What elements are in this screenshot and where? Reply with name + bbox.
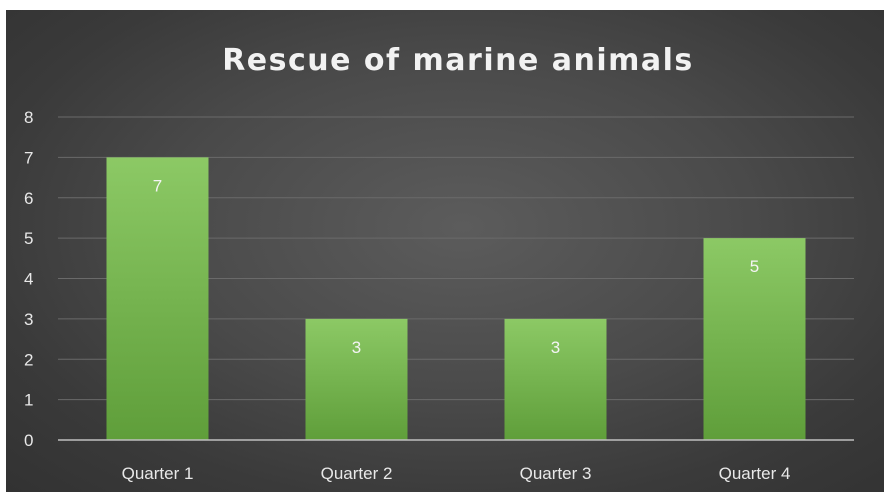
y-tick-label: 1 xyxy=(24,391,33,410)
x-tick-label: Quarter 1 xyxy=(122,464,194,483)
data-labels: 7 3 3 5 xyxy=(153,176,759,357)
axes: 0 1 2 3 4 5 6 7 8 Quarter 1 Quarter 2 Quarter 3 Quar… xyxy=(24,108,854,483)
bar-quarter-1 xyxy=(106,157,209,440)
x-tick-label: Quarter 4 xyxy=(719,464,791,483)
y-tick-label: 5 xyxy=(24,229,33,248)
y-tick-label: 7 xyxy=(24,148,33,167)
bars xyxy=(106,157,806,440)
y-tick-label: 8 xyxy=(24,108,33,127)
y-tick-label: 0 xyxy=(24,431,33,450)
chart-area: Rescue of marine animals 7 3 3 5 0 1 2 3 4 5 6 7 8 Q… xyxy=(6,10,884,492)
bar-quarter-3 xyxy=(504,318,607,440)
y-tick-label: 6 xyxy=(24,189,33,208)
x-tick-label: Quarter 3 xyxy=(520,464,592,483)
bar-chart: Rescue of marine animals 7 3 3 5 0 1 2 3 4 5 6 7 8 Q… xyxy=(24,43,854,483)
bar-quarter-2 xyxy=(305,318,408,440)
data-label: 5 xyxy=(750,257,759,276)
bar-quarter-4 xyxy=(703,238,806,440)
y-tick-label: 4 xyxy=(24,270,33,289)
y-tick-label: 3 xyxy=(24,310,33,329)
chart-title: Rescue of marine animals xyxy=(222,43,694,78)
y-tick-label: 2 xyxy=(24,350,33,369)
data-label: 3 xyxy=(352,338,361,357)
data-label: 3 xyxy=(551,338,560,357)
x-tick-label: Quarter 2 xyxy=(321,464,393,483)
data-label: 7 xyxy=(153,176,162,195)
